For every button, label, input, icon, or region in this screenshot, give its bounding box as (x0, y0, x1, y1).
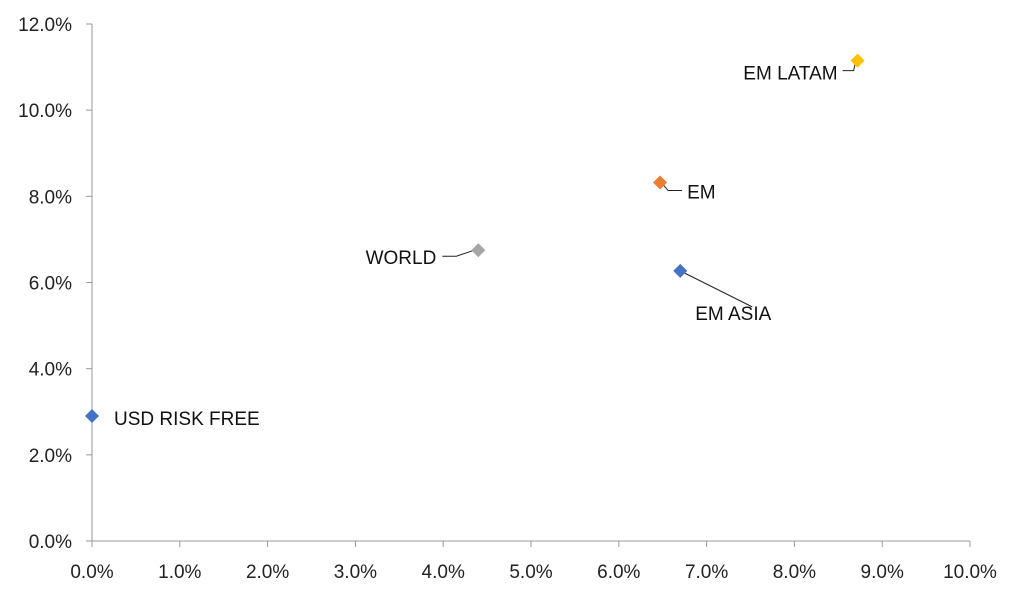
x-tick-label: 5.0% (509, 562, 552, 583)
y-tick-label: 10.0% (18, 101, 72, 122)
label-em-latam: EM LATAM (743, 64, 837, 85)
x-tick-label: 10.0% (943, 562, 997, 583)
axes (91, 24, 970, 542)
point-labels: USD RISK FREE WORLD EM EM ASIA EM LATAM (114, 64, 838, 430)
label-world: WORLD (366, 248, 437, 269)
label-em: EM (687, 183, 716, 204)
point-em-asia (673, 263, 688, 278)
y-tick-labels: 0.0% 2.0% 4.0% 6.0% 8.0% 10.0% 12.0% (18, 15, 92, 553)
y-tick-label: 4.0% (29, 360, 72, 381)
leader-line-em (662, 184, 683, 192)
x-tick-label: 8.0% (773, 562, 816, 583)
x-tick-labels: 0.0% 1.0% 2.0% 3.0% 4.0% 5.0% 6.0% 7.0% 8.0% 9.0%… (70, 541, 997, 583)
point-usd-risk-free (85, 409, 99, 424)
y-tick-label: 12.0% (18, 15, 72, 36)
y-tick-label: 8.0% (29, 187, 72, 208)
point-em-latam (850, 53, 865, 68)
x-tick-label: 2.0% (246, 562, 289, 583)
x-tick-label: 9.0% (861, 562, 904, 583)
x-tick-label: 0.0% (70, 562, 113, 583)
y-tick-label: 6.0% (29, 274, 72, 295)
x-tick-label: 3.0% (334, 562, 377, 583)
y-tick-label: 2.0% (29, 446, 72, 467)
x-tick-label: 1.0% (158, 562, 201, 583)
x-tick-label: 4.0% (422, 562, 465, 583)
leader-line-world (442, 249, 475, 257)
x-tick-label: 6.0% (597, 562, 640, 583)
leader-line-em-asia (680, 270, 753, 308)
data-points (85, 53, 865, 424)
label-em-asia: EM ASIA (695, 304, 771, 325)
label-usd-risk-free: USD RISK FREE (114, 409, 260, 430)
point-em (653, 175, 668, 190)
label-leader-lines (442, 61, 857, 308)
y-tick-label: 0.0% (29, 532, 72, 553)
point-world (471, 243, 486, 258)
x-tick-label: 7.0% (685, 562, 728, 583)
